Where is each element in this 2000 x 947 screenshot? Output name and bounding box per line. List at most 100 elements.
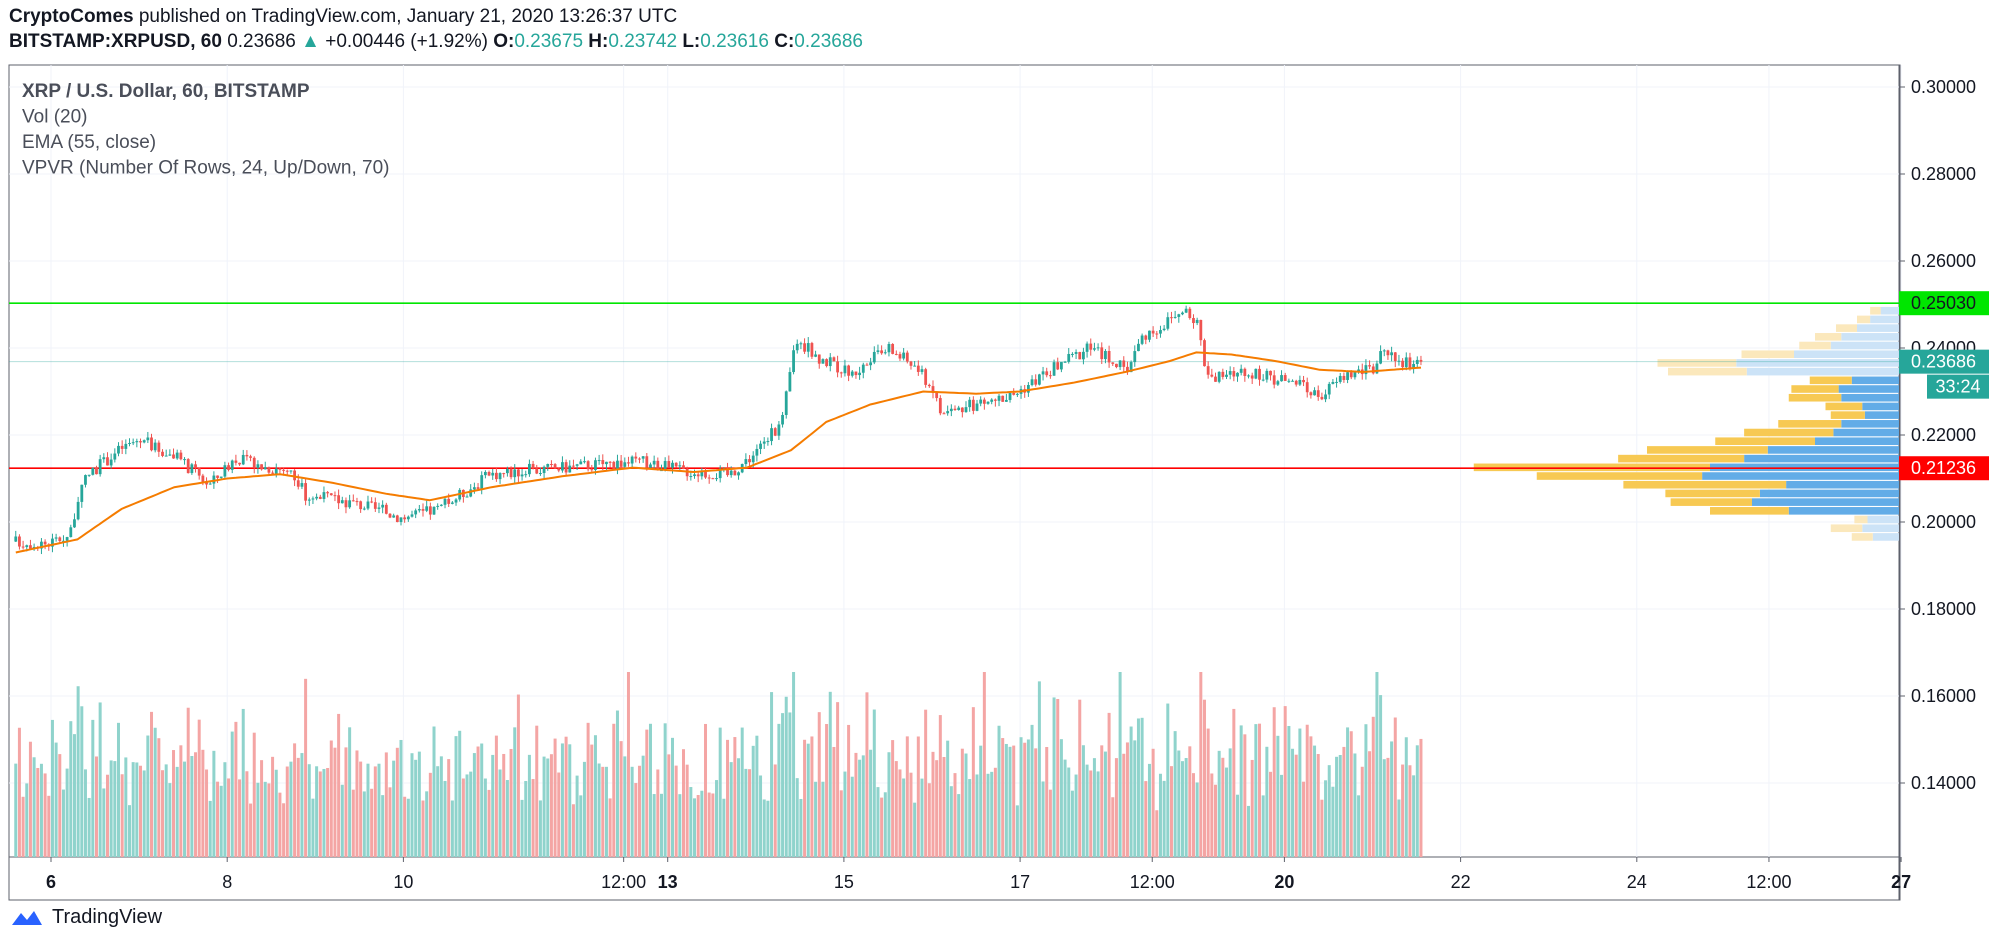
author-name[interactable]: CryptoComes [9, 6, 134, 27]
volume-bar [993, 767, 997, 857]
volume-bar [1280, 774, 1284, 857]
vp-row-down [1854, 515, 1868, 524]
candle-body [351, 500, 355, 502]
volume-bar [894, 761, 898, 857]
candle-body [498, 473, 502, 480]
candle-body [366, 501, 370, 509]
volume-bar [491, 754, 495, 857]
volume-bar [238, 779, 242, 857]
volume-bar [1254, 724, 1258, 857]
volume-bar [1302, 781, 1306, 857]
candle-body [69, 527, 73, 538]
volume-bar [146, 735, 150, 857]
candle-body [832, 357, 836, 362]
candle-body [392, 515, 396, 518]
candle-body [997, 395, 1001, 401]
volume-bar [322, 768, 326, 857]
candle-body [1353, 371, 1357, 378]
volume-bar [711, 793, 715, 857]
price-axis[interactable]: 0.300000.280000.260000.240000.220000.200… [1899, 77, 1976, 793]
volume-bar [777, 723, 781, 857]
candle-body [1173, 316, 1177, 318]
volume-bar [249, 803, 253, 857]
volume-bar [509, 748, 513, 857]
countdown-tag-bg [1927, 374, 1989, 399]
support-tag: 0.21236 [1911, 458, 1976, 478]
volume-bar [902, 778, 906, 857]
volume-bar [1180, 761, 1184, 857]
candle-body [289, 470, 293, 472]
candle-body [968, 399, 972, 408]
candle-body [825, 359, 828, 367]
candle-body [1096, 347, 1100, 349]
volume-bar [1158, 773, 1162, 857]
candle-body [1030, 379, 1034, 386]
volume-bar [205, 769, 209, 857]
candle-body [417, 509, 421, 511]
volume-bar [858, 759, 862, 857]
candle-body [58, 537, 62, 542]
candle-body [1320, 396, 1324, 400]
vp-row-down [1536, 472, 1703, 480]
candle-body [249, 456, 252, 458]
candle-body [333, 495, 337, 497]
candle-body [1188, 308, 1192, 319]
candlesticks[interactable] [14, 305, 1423, 555]
volume-bar [1269, 771, 1273, 857]
volume-bar [498, 769, 502, 857]
volume-bar [366, 763, 370, 857]
vp-row-up [1872, 533, 1899, 541]
candle-body [1151, 330, 1155, 334]
volume-bar [370, 788, 374, 857]
candle-body [880, 350, 884, 354]
vp-row-up [1862, 524, 1899, 533]
candle-body [524, 474, 528, 476]
vp-row-down [1857, 315, 1871, 324]
candle-body [322, 492, 326, 499]
volume-bar [788, 712, 792, 857]
candle-body [1335, 381, 1338, 383]
candle-body [124, 443, 128, 449]
time-axis[interactable]: 6 8 10 12:00 13 15 17 12:00 20 22 24 12:00 27 [46, 857, 1911, 892]
volume-bar [718, 727, 722, 857]
chart-frame [8, 64, 1901, 901]
footer-brand[interactable]: TradingView [10, 906, 162, 929]
volume-bar [659, 793, 663, 857]
vp-row-down [1670, 498, 1752, 506]
open-value: 0.23675 [514, 31, 584, 52]
candle-body [619, 460, 623, 467]
candle-body [1034, 379, 1038, 385]
x-tick-label: 27 [1891, 872, 1911, 892]
volume-bar [505, 780, 509, 857]
volume-bar [54, 742, 58, 857]
candle-body [1001, 395, 1005, 402]
candle-body [814, 354, 817, 357]
volume-bar [626, 672, 630, 857]
volume-bar [744, 768, 748, 857]
candle-body [843, 365, 847, 374]
volume-bar [1184, 758, 1188, 857]
candle-body [1346, 372, 1349, 380]
volume-bar [869, 749, 873, 857]
candle-body [384, 504, 388, 514]
candle-body [597, 460, 601, 462]
volume-bar [161, 770, 165, 857]
volume-bar [590, 744, 594, 857]
candle-body [1375, 363, 1379, 374]
vp-row-up [1851, 376, 1899, 385]
volume-bar [1342, 746, 1346, 857]
volume-bar [1283, 706, 1287, 857]
candle-body [667, 461, 671, 468]
candle-body [755, 448, 759, 456]
volume-bar [648, 723, 652, 857]
candle-body [905, 352, 909, 362]
vp-row-up [1744, 454, 1899, 463]
volume-bar [337, 713, 341, 857]
volume-bar [942, 756, 946, 857]
volume-bar [1390, 741, 1394, 857]
tradingview-logo-icon [12, 910, 42, 925]
volume-bar [208, 800, 212, 857]
horizontal-levels[interactable] [9, 302, 1899, 470]
vp-row-down [1851, 533, 1873, 541]
